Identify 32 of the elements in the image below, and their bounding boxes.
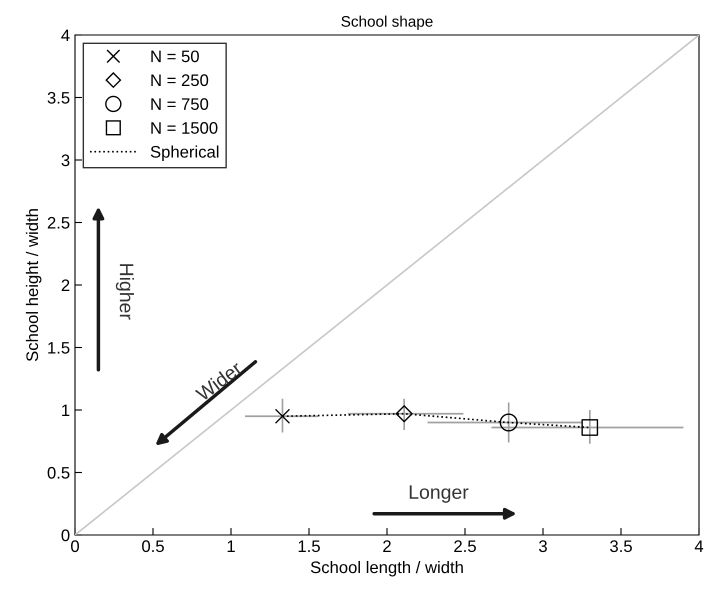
- x-tick-label: 1.5: [298, 540, 320, 552]
- legend-label: N = 50: [151, 50, 199, 62]
- y-tick-label: 0.5: [48, 466, 70, 479]
- y-tick-label: 3: [62, 154, 70, 166]
- annotation: Higher: [116, 264, 134, 320]
- point: [396, 405, 413, 422]
- annotation: Longer: [410, 485, 468, 503]
- y-tick-label: 2: [62, 279, 70, 292]
- legend-label: N = 1500: [151, 122, 218, 134]
- chart-title: School shape: [341, 16, 433, 30]
- legend-label: Spherical: [150, 145, 218, 162]
- x-axis-title: School length / width: [310, 560, 463, 576]
- legend-label: N = 750: [151, 98, 208, 110]
- x-tick-label: 2: [383, 540, 391, 552]
- x-tick-label: 0.5: [142, 540, 164, 552]
- x-tick-label: 0: [71, 540, 79, 552]
- y-tick-label: 1: [62, 404, 70, 416]
- y-tick-label: 1.5: [48, 342, 70, 354]
- x-tick-label: 2.5: [454, 540, 476, 552]
- point: [581, 419, 598, 436]
- x-tick-label: 4: [694, 540, 704, 552]
- point: [274, 408, 290, 424]
- y-tick-label: 3.5: [48, 92, 70, 104]
- legend-label: N = 250: [151, 74, 208, 86]
- x-tick-label: 3: [539, 540, 547, 552]
- y-axis-title: School height / width: [26, 209, 42, 362]
- y-tick-label: 0: [62, 529, 70, 542]
- x-tick-label: 3.5: [610, 540, 632, 552]
- point: [500, 413, 518, 432]
- x-tick-label: 1: [228, 540, 235, 552]
- y-tick-label: 4: [61, 30, 70, 42]
- y-tick-label: 2.5: [48, 216, 70, 229]
